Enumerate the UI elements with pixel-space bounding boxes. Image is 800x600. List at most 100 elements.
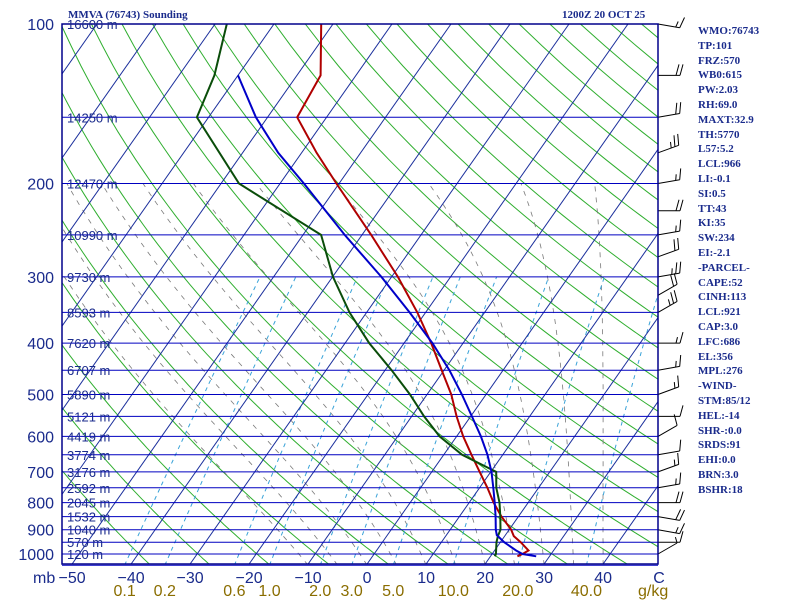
dry-adiabat-line: [62, 219, 390, 564]
mixing-ratio-label: 5.0: [382, 583, 404, 600]
isotherm-line: [248, 24, 629, 564]
index-entry: SI:0.5: [698, 187, 726, 200]
index-entry: LCL:966: [698, 158, 741, 171]
wind-barb-flag: [677, 452, 680, 465]
wind-barb-flag: [679, 102, 682, 114]
height-label: 12470 m: [67, 177, 118, 192]
moist-adiabat-line: [255, 183, 486, 564]
wind-barb-staff: [657, 386, 679, 395]
isotherm-line: [62, 24, 275, 328]
wind-barb-flag: [673, 239, 676, 251]
mixing-ratio-label: 20.0: [502, 583, 533, 600]
index-entry: EI:-2.1: [698, 246, 731, 259]
height-label: 3774 m: [67, 448, 110, 463]
isotherm-line: [62, 24, 216, 243]
index-entry: BSHR:18: [698, 483, 743, 496]
moist-adiabat-line: [520, 183, 574, 564]
wind-barb-staff: [657, 272, 680, 278]
dry-adiabat-line: [62, 281, 330, 564]
dewpoint-profile-line: [195, 24, 502, 557]
moist-adiabat-line: [101, 183, 397, 564]
height-label: 2045 m: [67, 496, 110, 511]
wind-barb-flag: [673, 414, 678, 426]
mixing-ratio-label: 2.0: [309, 583, 331, 600]
plot-frame: [61, 23, 659, 565]
index-entry: BRN:3.0: [698, 468, 739, 481]
index-entry: PW:2.03: [698, 84, 739, 97]
temperature-tick-label: −40: [118, 570, 145, 587]
height-label: 14250 m: [67, 110, 118, 125]
index-entry: LFC:686: [698, 335, 741, 348]
pressure-label: 100: [27, 17, 54, 34]
moist-adiabat-line: [428, 183, 545, 564]
moist-adiabats: [62, 183, 604, 564]
height-label: 3176 m: [67, 465, 110, 480]
index-entry: MAXT:32.9: [698, 113, 754, 126]
temperature-tick-label: 30: [535, 570, 553, 587]
height-label: 2592 m: [67, 481, 110, 496]
wind-barb-staff: [657, 483, 680, 489]
mixing-ratio-label: 0.2: [154, 583, 176, 600]
pressure-label: 800: [27, 496, 54, 513]
moist-adiabat-line: [62, 272, 308, 564]
wind-barb-staff: [657, 113, 680, 118]
isotherm-line: [0, 24, 38, 564]
wind-barb-flag: [673, 135, 676, 147]
wind-barb-flag: [677, 375, 680, 387]
height-label: 120 m: [67, 547, 103, 562]
wind-barb-flag: [670, 292, 675, 304]
index-entry: RH:69.0: [698, 98, 738, 111]
pressure-label: 900: [27, 523, 54, 540]
wind-barb-flag: [679, 17, 685, 29]
wind-barb-staff: [657, 179, 680, 184]
index-entry: TT:43: [698, 202, 727, 215]
index-entry: -WIND-: [698, 380, 737, 393]
isotherm-line: [366, 148, 658, 564]
wind-barb-flag: [679, 491, 684, 503]
temperature-tick-label: 20: [476, 570, 494, 587]
wind-barb-staff: [657, 542, 678, 555]
dry-adiabat-line: [62, 469, 150, 564]
mixing-ratio-line: [124, 276, 261, 564]
wind-barb-half-flag: [675, 360, 677, 368]
isotherm-line: [71, 24, 452, 564]
wind-barb-flag: [679, 405, 684, 417]
wind-barb-flag: [675, 102, 678, 115]
height-label: 570 m: [67, 535, 103, 550]
isotherm-line: [543, 400, 658, 564]
isotherm-line: [62, 24, 393, 496]
wind-barb-flag: [677, 237, 680, 250]
dry-adiabat-line: [62, 25, 569, 564]
temperature-tick-label: −50: [59, 570, 86, 587]
index-entry: SHR-:0.0: [698, 424, 742, 437]
wind-barb-flag: [679, 531, 684, 543]
height-label: 16600 m: [67, 17, 118, 32]
wind-barb-flag: [673, 273, 678, 285]
height-label: 6707 m: [67, 363, 110, 378]
wind-barb-staff: [657, 365, 680, 371]
wind-barb-flag: [675, 262, 678, 274]
temperature-tick-label: −20: [236, 570, 263, 587]
index-entry: TH:5770: [698, 128, 740, 141]
temperature-tick-label: −30: [177, 570, 204, 587]
wind-barb-staff: [657, 144, 679, 154]
mixing-ratio-line: [269, 276, 389, 564]
isotherm-line: [189, 24, 570, 564]
index-entry: EHI:0.0: [698, 454, 736, 467]
index-entry: CAP:3.0: [698, 320, 739, 333]
isotherm-line: [62, 24, 157, 159]
temperature-profile-line: [296, 24, 531, 558]
wind-barb-half-flag: [675, 225, 677, 232]
index-entry: CAPE:52: [698, 276, 743, 289]
moist-adiabat-line: [334, 183, 515, 564]
index-entry: FRZ:570: [698, 54, 741, 67]
mixing-ratio-label: 40.0: [571, 583, 602, 600]
wind-barb-half-flag: [673, 382, 676, 389]
wind-barb-flag: [675, 509, 682, 520]
mixing-ratio-label: 0.6: [223, 583, 245, 600]
wind-barb-staff: [657, 424, 678, 437]
wind-barb-half-flag: [670, 141, 672, 149]
wind-barb-flag: [679, 509, 685, 521]
wind-barb-staff: [657, 230, 680, 236]
isotherms: [0, 24, 658, 564]
